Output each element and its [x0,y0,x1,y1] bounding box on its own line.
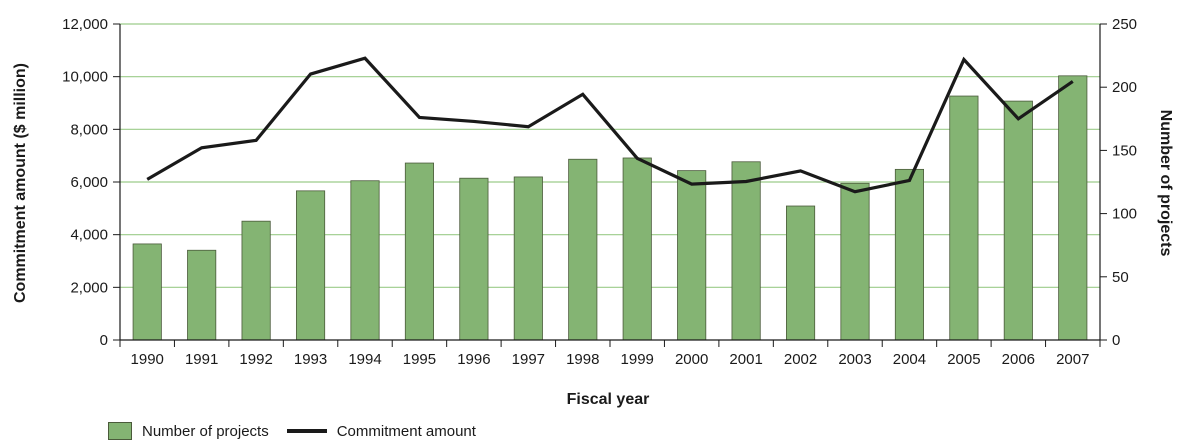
x-tick-label: 1998 [566,351,599,368]
legend-item-bars: Number of projects [108,422,269,440]
bar [1058,75,1088,341]
gridlines [120,23,1100,288]
legend-swatch-bar [108,422,132,440]
x-tick-label: 2007 [1056,351,1089,368]
bar [1003,100,1033,341]
axes [113,23,1107,347]
x-tick-label: 2001 [729,351,762,368]
x-tick-label: 2004 [893,351,926,368]
chart: 1990 1991 1992 1993 1994 1995 1996 1997 1998 1999… [12,16,1174,408]
legend-item-line: Commitment amount [286,422,476,440]
y-axis-title-right: Number of projects [1157,110,1174,257]
bar [295,190,326,341]
bar-series-number-of-projects [132,75,1088,341]
y-tick-label-left: 2,000 [70,279,108,296]
y-tick-label-left: 10,000 [62,69,108,86]
x-tick-label: 1996 [457,351,490,368]
x-tick-label: 2003 [838,351,871,368]
x-tick-label: 2000 [675,351,708,368]
bar [513,176,543,341]
x-tick-label: 1992 [239,351,272,368]
bar [132,243,162,341]
line-series-commitment-amount [146,56,1074,194]
y-tick-label-right: 200 [1112,79,1137,96]
bar [786,205,816,341]
x-tick-label: 1993 [294,351,327,368]
y-tick-label-right: 100 [1112,206,1137,223]
y-tick-label-right: 150 [1112,142,1137,159]
x-tick-label: 1995 [403,351,436,368]
x-tick-label: 1997 [512,351,545,368]
legend-label-line: Commitment amount [336,422,476,440]
legend: Number of projects Commitment amount [108,420,494,442]
y-tick-label-left: 4,000 [70,227,108,244]
legend-swatch-line [286,429,327,433]
x-tick-label: 1991 [185,351,218,368]
x-tick-label: 2006 [1002,351,1035,368]
x-tick-label: 1990 [131,351,164,368]
y-tick-label-right: 250 [1112,16,1137,33]
bar [949,95,979,341]
y-tick-label-left: 6,000 [70,174,108,191]
line-path [146,56,1074,194]
legend-label-bars: Number of projects [142,422,269,440]
x-tick-label: 1994 [348,351,381,368]
bar [459,177,489,341]
y-axis-title-left: Commitment amount ($ million) [12,63,29,303]
bar [894,168,924,341]
y-tick-label-left: 0 [100,332,108,349]
y-tick-label-right: 50 [1112,269,1129,286]
x-tick-label: 1999 [621,351,654,368]
y-tick-label-left: 12,000 [62,16,108,33]
y-tick-label-left: 8,000 [70,121,108,138]
bar [241,220,271,341]
bar [568,158,598,341]
bar [187,249,217,341]
y-tick-label-right: 0 [1112,332,1120,349]
x-tick-label: 2002 [784,351,817,368]
bar [677,170,707,341]
tick-labels: 1990 1991 1992 1993 1994 1995 1996 1997 1998 1999… [62,16,1137,368]
x-tick-label: 2005 [947,351,980,368]
bar [622,157,652,341]
bar [840,182,870,341]
bar [731,161,761,341]
x-axis-title: Fiscal year [567,391,650,408]
bar [350,180,380,341]
bar [404,162,434,341]
